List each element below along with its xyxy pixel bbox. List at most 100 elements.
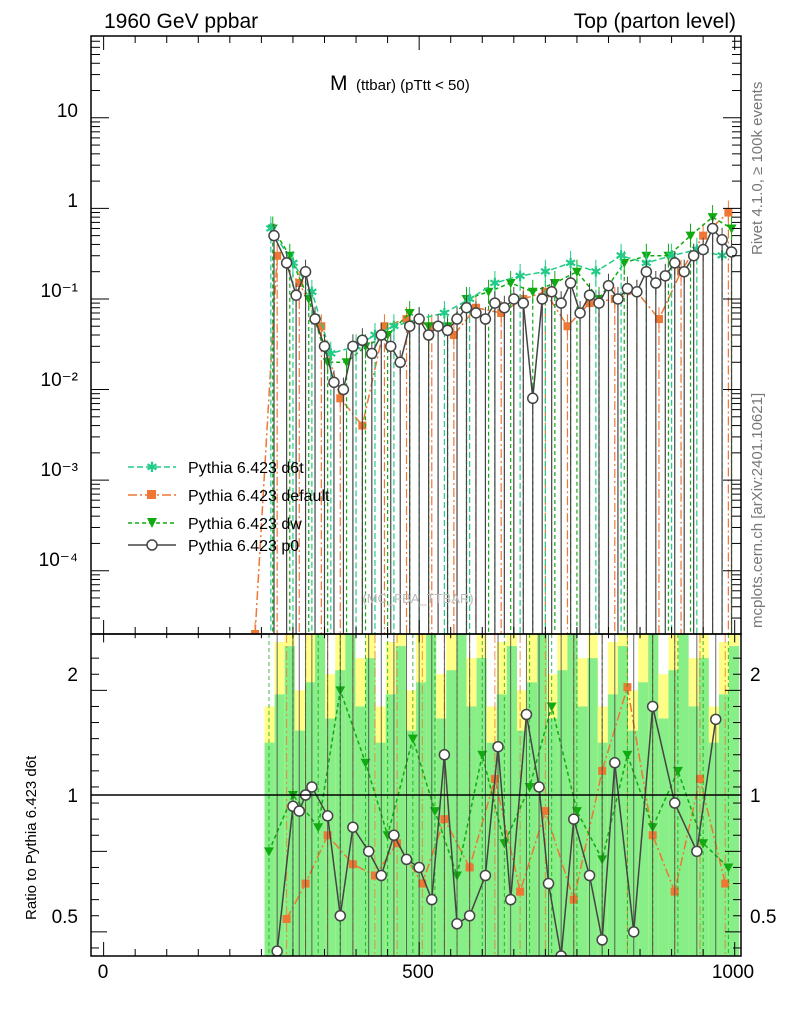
ratio-axis-label: Ratio to Pythia 6.423 d6t — [23, 755, 40, 920]
ratio-band-green — [365, 658, 376, 956]
ratio-band-green — [567, 634, 578, 956]
data-point-dw — [527, 287, 538, 297]
ratio-band-green — [456, 634, 467, 956]
ratio-point-p0 — [583, 869, 596, 882]
data-point-default — [251, 630, 260, 634]
ratio-band-green — [506, 646, 517, 956]
data-point-default — [336, 394, 345, 403]
energy-label: 1960 GeV ppbar — [104, 10, 258, 33]
ratio-band-green — [557, 670, 568, 956]
main-series-layer: ✱✱✱✱✱✱✱✱✱✱✱✱✱✱✱✱✱✱✱✱ — [251, 200, 738, 634]
ratio-point-p0 — [334, 910, 347, 922]
ratio-point-p0 — [438, 749, 451, 761]
data-point-p0 — [470, 307, 482, 319]
circle-marker-icon — [146, 539, 158, 551]
ratio-band-green — [436, 718, 447, 956]
ratio-point-p0 — [568, 813, 580, 825]
ratio-band-green — [668, 670, 679, 956]
data-point-d6t: ✱ — [325, 345, 337, 361]
ratio-point-p0 — [646, 700, 659, 713]
y-tick-label-1e-1: 10⁻¹ — [41, 281, 79, 302]
data-point-p0 — [678, 265, 690, 278]
ratio-point-p0 — [400, 853, 413, 866]
ratio-band-green — [729, 646, 740, 956]
data-point-p0 — [706, 222, 719, 235]
ratio-point-dw — [263, 847, 274, 857]
plot-title-main: M — [330, 72, 348, 95]
ratio-point-p0 — [710, 713, 722, 726]
data-point-dw — [505, 279, 516, 289]
data-point-d6t: ✱ — [306, 284, 318, 300]
data-point-p0 — [375, 329, 388, 341]
ratio-band-green — [516, 730, 528, 956]
ratio-point-dw — [524, 782, 535, 792]
rivet-version-label: Rivet 4.1.0, ≥ 100k events — [749, 82, 766, 255]
data-point-dw — [549, 279, 560, 289]
ratio-band-green — [345, 634, 356, 956]
data-point-default — [654, 315, 663, 324]
data-point-p0 — [498, 301, 511, 314]
ratio-tick-label-2: 2 — [67, 665, 78, 686]
data-point-p0 — [394, 356, 406, 369]
data-point-d6t: ✱ — [540, 264, 552, 280]
data-point-p0 — [403, 320, 416, 332]
data-point-p0 — [479, 313, 492, 325]
legend: ✱ Pythia 6.423 d6t Pythia 6.423 default … — [128, 459, 330, 555]
data-point-p0 — [347, 340, 359, 353]
data-point-p0 — [640, 265, 653, 278]
square-marker-icon — [147, 490, 156, 499]
data-point-d6t: ✱ — [666, 248, 678, 264]
axis-ticks — [91, 35, 741, 956]
data-point-dw — [322, 358, 333, 368]
ratio-point-p0 — [293, 805, 306, 817]
series-line-dw — [272, 216, 732, 364]
ratio-point-default — [393, 839, 402, 848]
data-point-default — [380, 322, 389, 331]
ratio-point-p0 — [347, 821, 359, 833]
ratio-point-p0 — [492, 740, 504, 753]
data-point-default — [724, 208, 733, 217]
data-point-d6t: ✱ — [464, 291, 476, 307]
ratio-point-dw — [698, 839, 709, 849]
data-point-d6t: ✱ — [590, 264, 602, 280]
data-point-d6t: ✱ — [439, 305, 451, 321]
ratio-band-green — [547, 718, 558, 956]
ratio-point-dw — [723, 863, 734, 873]
ratio-band-green — [466, 706, 477, 956]
ratio-band-green — [628, 730, 639, 956]
data-point-d6t: ✱ — [287, 255, 299, 271]
data-point-p0 — [337, 383, 350, 396]
legend-label-dw: Pythia 6.423 dw — [188, 516, 302, 533]
data-point-p0 — [366, 347, 378, 360]
ratio-band-green — [284, 646, 295, 956]
ratio-point-p0 — [375, 869, 388, 882]
ratio-point-default — [623, 683, 632, 692]
ratio-band-green — [405, 730, 416, 956]
data-point-p0 — [593, 297, 605, 309]
y-tick-label-1e-2: 10⁻² — [41, 370, 79, 391]
ratio-point-p0 — [542, 877, 555, 890]
ratio-band-green — [476, 658, 487, 956]
ratio-tick-label-right-1: 1 — [750, 786, 761, 807]
data-point-p0 — [356, 334, 369, 347]
data-point-p0 — [290, 289, 302, 301]
data-point-p0 — [668, 257, 681, 269]
ratio-point-p0 — [306, 781, 318, 793]
ratio-band-green — [718, 694, 730, 956]
data-point-default — [317, 322, 326, 331]
data-point-p0 — [631, 286, 643, 298]
legend-entry-dw: Pythia 6.423 dw — [128, 516, 302, 533]
ratio-point-p0 — [627, 926, 640, 938]
data-point-p0 — [555, 297, 567, 309]
data-point-p0 — [309, 313, 321, 325]
data-point-p0 — [489, 297, 501, 309]
data-point-d6t: ✱ — [514, 268, 526, 284]
ratio-tick-label-0.5: 0.5 — [52, 907, 78, 928]
x-tick-label-1000: 1000 — [712, 962, 754, 983]
data-point-p0 — [716, 234, 728, 246]
star-marker-icon: ✱ — [146, 459, 158, 475]
ratio-point-p0 — [388, 829, 400, 841]
ratio-point-p0 — [609, 757, 621, 769]
x-tick-label-500: 500 — [402, 962, 434, 983]
